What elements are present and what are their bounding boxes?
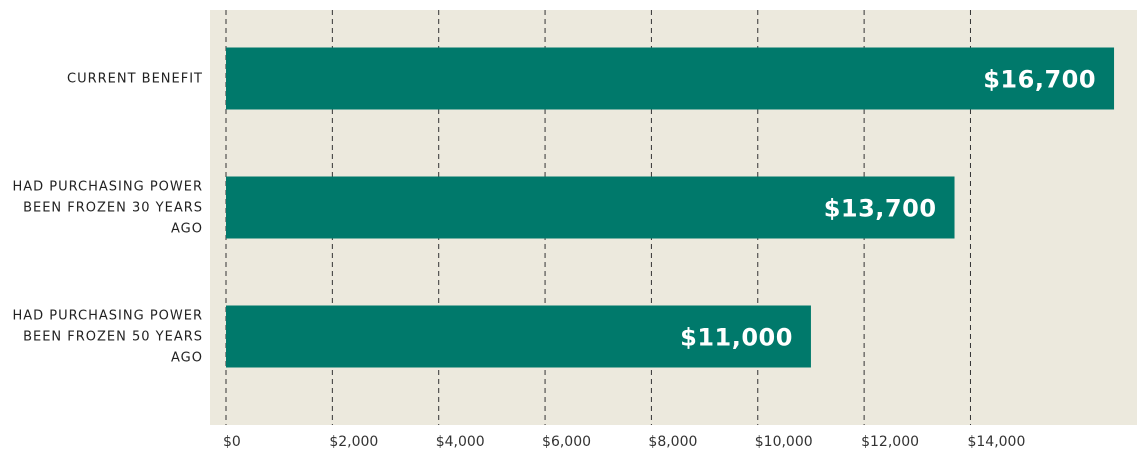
x-tick-label: $0: [223, 434, 241, 450]
x-tick-label: $2,000: [329, 434, 379, 450]
category-label: HAD PURCHASING POWER BEEN FROZEN 50 YEAR…: [12, 308, 203, 365]
x-tick-label: $8,000: [648, 434, 698, 450]
category-label: CURRENT BENEFIT: [67, 71, 203, 86]
x-tick-label: $6,000: [542, 434, 592, 450]
value-label: $13,700: [824, 195, 937, 223]
bar: [226, 47, 1115, 110]
x-tick-label: $14,000: [967, 434, 1026, 450]
bar: [226, 305, 811, 368]
x-tick-label: $10,000: [754, 434, 813, 450]
category-label: HAD PURCHASING POWER BEEN FROZEN 30 YEAR…: [12, 179, 203, 236]
value-label: $11,000: [680, 324, 793, 352]
x-tick-label: $12,000: [861, 434, 920, 450]
bar: [226, 176, 955, 239]
value-label: $16,700: [983, 66, 1096, 94]
x-tick-label: $4,000: [435, 434, 485, 450]
